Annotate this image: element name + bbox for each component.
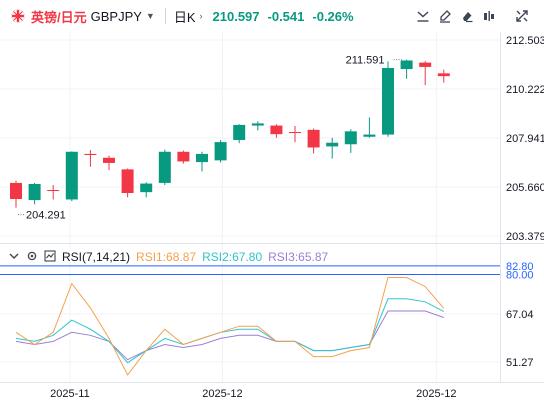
divider [164,8,166,24]
time-axis-label: 2025-12 [202,388,242,400]
candle-body[interactable] [47,190,60,192]
price-change: -0.541 [267,8,305,24]
candle-body[interactable] [289,132,301,134]
candle-body[interactable] [158,151,171,183]
candle-body[interactable] [233,124,246,140]
rsi-indicator-name[interactable]: RSI(7,14,21) [62,250,131,264]
chart-header: 英镑/日元 GBPJPY ▼ 日K › 210.597 -0.541 -0.26… [0,0,544,32]
rsi-axis-label: 82.80 [506,261,534,273]
candle-body[interactable] [437,73,450,77]
price-axis-label: 210.222 [506,84,544,96]
indicator-chart-icon [44,249,56,265]
pair-name[interactable]: 英镑/日元 [31,9,87,25]
candle-body[interactable] [307,129,320,148]
rsi-legend: RSI(7,14,21) RSI1:68.87 RSI2:67.80 RSI3:… [8,249,328,265]
candle-body[interactable] [140,183,153,193]
candle-body[interactable] [363,134,376,137]
brush-icon[interactable] [435,6,455,26]
chevron-down-icon[interactable] [8,250,20,265]
fullscreen-icon[interactable] [512,6,532,26]
candle-body[interactable] [344,131,357,145]
rsi3-line [15,310,444,361]
price-axis-label: 203.379 [506,231,544,243]
candle-body[interactable] [103,157,115,163]
candle-body[interactable] [214,142,227,161]
interval-selector[interactable]: 日K [173,9,196,25]
eraser-icon[interactable] [457,6,477,26]
candle-body[interactable] [382,67,394,135]
uk-flag-icon [11,9,25,23]
symbol-code[interactable]: GBPJPY [90,8,142,24]
chevron-right-icon[interactable]: › [199,11,203,21]
high-annotation: 211.591 [346,55,385,67]
last-price: 210.597 [212,8,260,24]
candle-body[interactable] [196,153,208,163]
rsi1-value: RSI1:68.87 [136,250,197,264]
candle-body[interactable] [121,169,134,194]
trend-line-icon[interactable] [413,6,433,26]
candle-body[interactable] [177,151,190,162]
rsi-axis-label: 51.27 [506,357,534,369]
candle-body[interactable] [419,62,432,67]
rsi1-line [15,277,445,376]
low-annotation: 204.291 [26,210,66,222]
time-axis-label: 2025-12 [416,388,456,400]
rsi-axis-label: 67.04 [506,309,534,321]
time-axis-label: 2025-11 [50,388,90,400]
chart-toolbar [413,6,499,26]
price-change-percent: -0.26% [312,8,354,24]
chart-toolbar-right [512,6,532,26]
rsi2-value: RSI2:67.80 [202,250,263,264]
chevron-down-icon[interactable]: ▼ [145,11,155,21]
price-axis-label: 205.660 [506,182,544,194]
rsi3-value: RSI3:65.87 [268,250,329,264]
price-axis-label: 207.941 [506,133,544,145]
indicator-icon[interactable] [479,6,499,26]
candle-body[interactable] [84,153,97,155]
candle-body[interactable] [10,182,22,200]
settings-gear-icon[interactable] [26,250,38,265]
candle-body[interactable] [326,142,339,147]
candle-body[interactable] [270,125,283,135]
price-axis-label: 212.503 [506,35,544,47]
candle-body[interactable] [28,183,41,201]
candle-body[interactable] [65,151,78,200]
candle-body[interactable] [400,60,413,70]
candle-body[interactable] [251,123,264,126]
rsi-axis-label: 80.00 [506,269,534,281]
